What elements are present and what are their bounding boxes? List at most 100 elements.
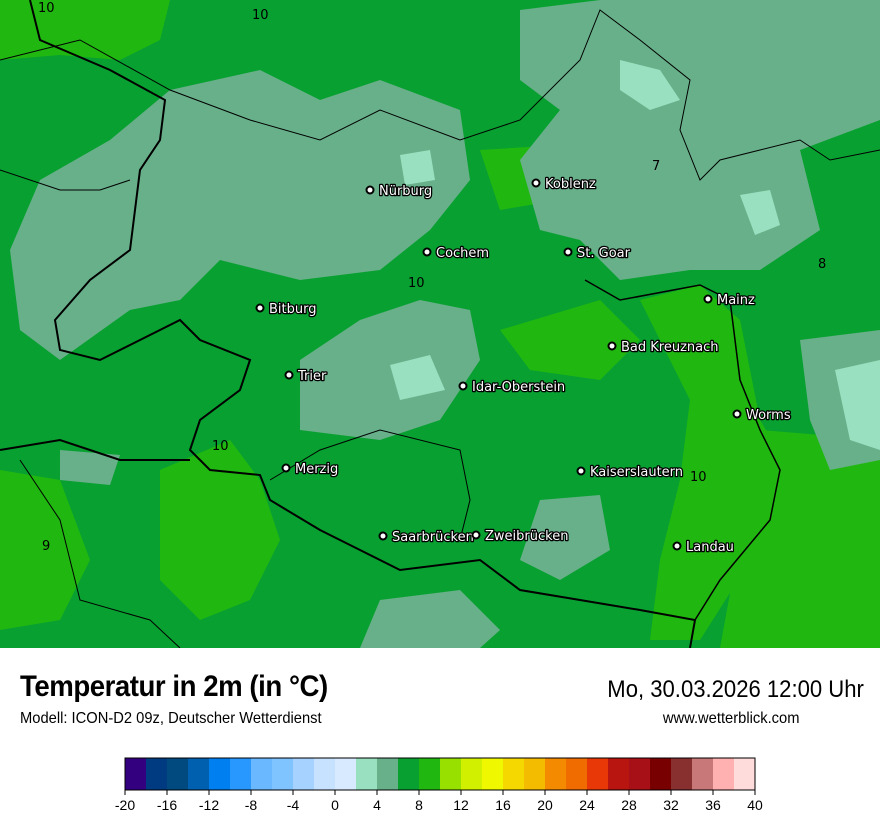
legend-tick-label: -8 [245,797,258,813]
isoline-label: 9 [42,539,50,554]
legend-swatch [314,758,336,790]
cold-area [835,360,880,450]
isoline-label: 7 [652,159,660,174]
legend-swatch [335,758,357,790]
cold-area [400,150,435,185]
isoline-labels: 10 10 7 8 10 10 10 9 [38,1,826,554]
warm-area [0,0,170,60]
city-dot [732,409,742,419]
city-label: Worms [746,408,791,423]
city-label: Koblenz [545,177,596,192]
warm-area [720,430,880,648]
legend-swatch [608,758,630,790]
city-dot [458,381,468,391]
cool-area [360,590,500,648]
city-dot [378,531,388,541]
district-border [269,429,471,541]
legend-swatch [167,758,189,790]
legend-swatch [188,758,210,790]
city-label: Nürburg [379,184,432,199]
legend-tick-label: 40 [747,797,763,813]
legend-swatch [503,758,525,790]
legend-tick-label: -4 [287,797,300,813]
model-info: Modell: ICON-D2 09z, Deutscher Wetterdie… [20,710,322,727]
city-marker: Trier [284,368,328,385]
legend-swatch [440,758,462,790]
city-label: Trier [297,369,327,384]
legend-tick-label: 20 [537,797,553,813]
city-marker: Cochem [422,245,490,262]
state-border [584,279,781,621]
legend-swatch [209,758,231,790]
cold-area [390,355,445,400]
city-label: Bitburg [269,302,317,317]
state-border [0,438,190,461]
city-marker: Saarbrücken [378,529,475,546]
city-marker: Bitburg [255,301,318,318]
city-marker: Bad Kreuznach [607,339,720,356]
legend-swatch [251,758,273,790]
city-marker: Idar-Oberstein [458,379,566,396]
city-dot [471,530,481,540]
map-title: Temperatur in 2m (in °C) [20,670,328,703]
cities: Nürburg Koblenz Cochem St. Goar Mainz Bitburg… [255,176,792,556]
city-marker: Kaiserslautern [576,464,684,481]
color-legend: -20 -16 -12 -8 -4 0 4 8 12 16 20 24 28 32 36 40 [115,757,763,813]
isoline-label: 10 [408,276,425,291]
city-dot [563,247,573,257]
legend-swatch [398,758,420,790]
isoline-label: 8 [818,257,826,272]
city-label: Merzig [295,462,338,477]
district-border [0,9,880,181]
city-dot [281,463,291,473]
cool-area [300,300,480,440]
forecast-datetime: Mo, 30.03.2026 12:00 Uhr [607,676,864,703]
legend-tick-label: 12 [453,797,469,813]
city-marker: St. Goar [563,245,632,262]
cool-area [520,495,610,580]
legend-swatch [146,758,168,790]
legend-tick-label: 32 [663,797,679,813]
isoline-label: 10 [38,1,55,16]
legend-tick-label: 16 [495,797,511,813]
city-dot [422,247,432,257]
warm-area [0,470,90,630]
city-dot [284,370,294,380]
legend-swatch [629,758,651,790]
city-dot [255,303,265,313]
isoline-label: 10 [212,439,229,454]
cold-area [740,190,780,235]
legend-swatch [650,758,672,790]
city-marker: Merzig [281,461,340,478]
city-marker: Landau [672,539,735,556]
city-label: Mainz [717,293,755,308]
legend-frame [124,757,756,791]
legend-swatch [524,758,546,790]
city-label: Zweibrücken [485,529,568,544]
legend-tick-label: 24 [579,797,595,813]
city-marker: Koblenz [531,176,597,193]
city-dot [672,541,682,551]
cool-area [60,450,120,485]
legend-swatch [545,758,567,790]
city-dot [576,466,586,476]
temperature-map: 10 10 7 8 10 10 10 9 Nürburg Koblenz Cochem St. Go… [0,0,880,648]
legend-tick-label: 4 [373,797,381,813]
city-marker: Nürburg [365,183,433,200]
city-marker: Mainz [703,292,756,309]
legend-swatch [587,758,609,790]
cool-area [10,70,470,360]
legend-swatch [125,758,147,790]
legend-tick-label: 28 [621,797,637,813]
borders [0,0,880,648]
legend-tick-label: -12 [199,797,219,813]
legend-swatch [713,758,735,790]
legend-swatch [734,758,756,790]
city-label: Cochem [436,246,489,261]
city-label: Landau [686,540,734,555]
source-link[interactable]: www.wetterblick.com [662,710,799,727]
city-dot [703,294,713,304]
legend-tick-label: 36 [705,797,721,813]
isoline-label: 10 [690,470,707,485]
legend-swatch [356,758,378,790]
